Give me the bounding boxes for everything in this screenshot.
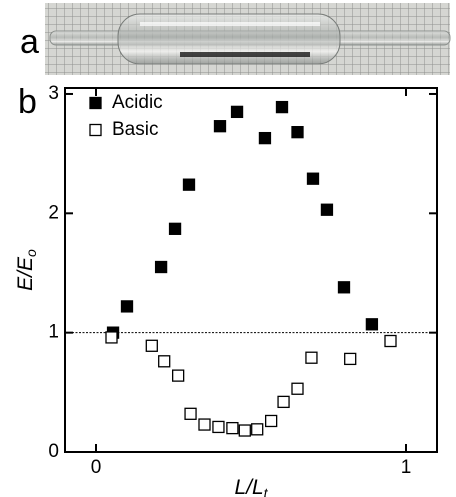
marker bbox=[182, 178, 196, 191]
marker bbox=[344, 352, 357, 366]
marker bbox=[365, 318, 379, 331]
marker bbox=[291, 382, 304, 395]
marker bbox=[145, 339, 158, 352]
marker bbox=[168, 222, 182, 235]
marker bbox=[306, 172, 320, 185]
marker bbox=[120, 300, 134, 313]
legend-label: Basic bbox=[112, 119, 158, 140]
marker bbox=[184, 407, 197, 420]
panel-label: a bbox=[20, 23, 39, 61]
marker bbox=[212, 420, 225, 434]
marker bbox=[275, 100, 289, 114]
marker bbox=[230, 105, 244, 119]
y-tick-label: 3 bbox=[48, 83, 59, 104]
x-tick-label: 1 bbox=[401, 457, 412, 478]
marker bbox=[251, 423, 264, 436]
marker bbox=[384, 334, 397, 348]
marker bbox=[226, 421, 239, 435]
marker bbox=[238, 424, 251, 437]
marker bbox=[198, 418, 211, 431]
legend-marker bbox=[89, 96, 102, 110]
y-tick-label: 0 bbox=[48, 441, 59, 462]
marker bbox=[258, 131, 272, 145]
photo bbox=[45, 3, 451, 75]
marker bbox=[305, 351, 318, 364]
marker bbox=[171, 369, 185, 382]
plot-frame bbox=[64, 87, 438, 453]
marker bbox=[105, 331, 118, 344]
marker bbox=[291, 126, 304, 139]
legend-label: Acidic bbox=[112, 92, 163, 113]
x-tick-label: 0 bbox=[91, 457, 102, 478]
marker bbox=[264, 414, 278, 428]
marker bbox=[158, 355, 171, 368]
marker bbox=[154, 260, 168, 274]
y-tick-label: 1 bbox=[48, 322, 59, 343]
marker bbox=[213, 120, 227, 133]
legend-marker bbox=[89, 123, 102, 137]
y-tick-label: 2 bbox=[48, 202, 59, 223]
x-axis-label: L/Lt bbox=[234, 476, 268, 497]
marker bbox=[320, 203, 334, 216]
panel-label: b bbox=[18, 83, 37, 121]
marker bbox=[337, 281, 351, 294]
y-axis-label: E/Eo bbox=[14, 249, 39, 291]
marker bbox=[277, 395, 290, 409]
